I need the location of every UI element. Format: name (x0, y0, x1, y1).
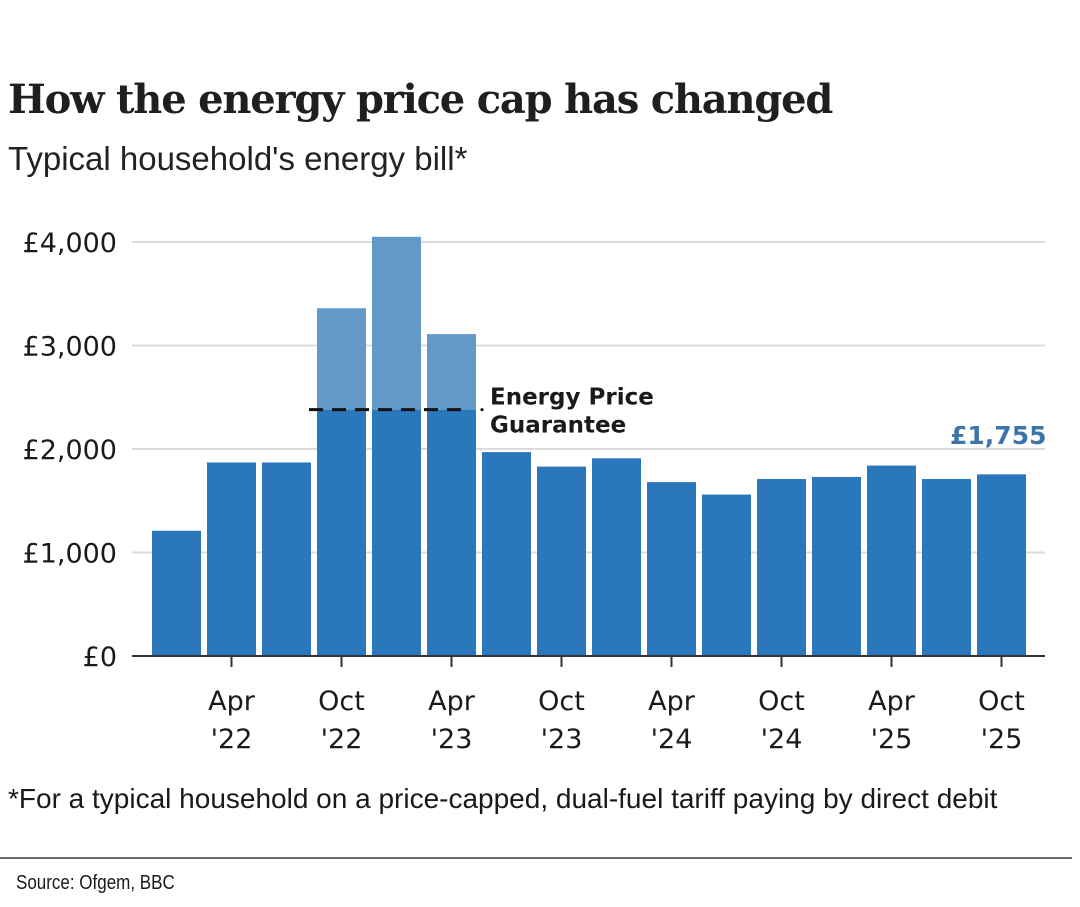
bar (537, 466, 586, 656)
x-tick-label-month: Oct (758, 686, 805, 717)
bar (372, 409, 421, 656)
bar (592, 458, 641, 656)
x-tick-label-year: '23 (431, 724, 473, 755)
x-tick-label-month: Apr (868, 686, 916, 717)
x-tick-label-year: '23 (541, 724, 583, 755)
bar (647, 482, 696, 656)
chart-subtitle: Typical household's energy bill* (8, 140, 468, 177)
bar (207, 462, 256, 656)
bar (317, 409, 366, 656)
bar (812, 476, 861, 656)
x-tick-label-month: Apr (428, 686, 476, 717)
guarantee-label-line2: Guarantee (490, 413, 626, 439)
bar (152, 530, 201, 656)
x-axis: Apr '22 Oct '22 Apr '23 Oct '23 Apr '24 Oct '24 Apr '… (132, 655, 1045, 755)
bar (757, 479, 806, 656)
x-tick-label-month: Oct (978, 686, 1025, 717)
bar (922, 479, 971, 656)
latest-value-label: £1,755 (950, 421, 1046, 450)
x-tick-label-year: '24 (761, 724, 803, 755)
y-tick-label: £4,000 (23, 228, 117, 259)
bar-chart: £0£1,000£2,000£3,000£4,000 Apr'22Oct'22A… (23, 228, 1047, 755)
bar-above-guarantee (317, 308, 366, 410)
guarantee-dot (480, 408, 484, 412)
bars (152, 236, 1026, 656)
x-tick-label-year: '22 (321, 724, 363, 755)
bar (702, 494, 751, 656)
y-axis-ticks: £0 £1,000 £2,000 £3,000 £4,000 (23, 228, 117, 673)
bar (977, 474, 1026, 656)
bar-above-guarantee (372, 236, 421, 410)
x-tick-label-year: '25 (871, 724, 913, 755)
x-tick-label-month: Apr (208, 686, 256, 717)
y-tick-label: £3,000 (23, 332, 117, 363)
bar (427, 409, 476, 656)
y-tick-label: £0 (83, 642, 117, 673)
x-tick-label-year: '24 (651, 724, 693, 755)
x-tick-label-year: '22 (211, 724, 253, 755)
y-tick-label: £1,000 (23, 539, 117, 570)
bar (482, 452, 531, 656)
footnote: *For a typical household on a price-capp… (8, 783, 998, 814)
footer-separator (0, 857, 1072, 859)
bar (867, 465, 916, 656)
chart-title: How the energy price cap has changed (8, 76, 833, 123)
bar-above-guarantee (427, 334, 476, 410)
guarantee-label-line1: Energy Price (490, 385, 654, 411)
x-tick-label-month: Apr (648, 686, 696, 717)
x-tick-label-year: '25 (981, 724, 1023, 755)
x-tick-label-month: Oct (318, 686, 365, 717)
bar (262, 462, 311, 656)
x-tick-label-month: Oct (538, 686, 585, 717)
y-tick-label: £2,000 (23, 435, 117, 466)
source-text: Source: Ofgem, BBC (16, 872, 175, 894)
